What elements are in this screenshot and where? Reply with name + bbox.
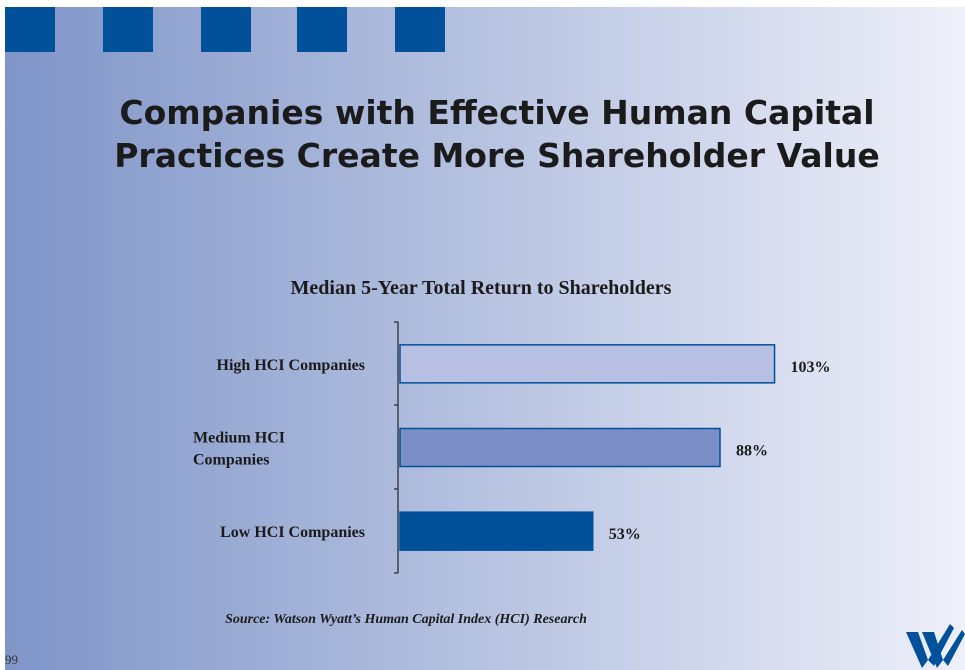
bar — [399, 344, 776, 384]
page-number: 99 — [5, 652, 18, 667]
slide-title: Companies with Effective Human Capital — [119, 93, 874, 132]
bar — [399, 427, 721, 468]
decor-squares — [5, 7, 445, 52]
logo — [906, 624, 965, 668]
value-label: 103% — [791, 359, 831, 376]
value-label: 53% — [609, 526, 641, 543]
source: Source: Watson Wyatt’s Human Capital Ind… — [225, 612, 587, 627]
background — [5, 7, 965, 670]
axis-ticks — [394, 321, 398, 574]
bar — [399, 511, 594, 551]
slide-title: Practices Create More Shareholder Value — [114, 136, 880, 175]
category-label: Low HCI Companies — [220, 524, 365, 541]
value-label: 88% — [736, 443, 768, 460]
category-label: Medium HCI Companies — [193, 430, 285, 469]
category-label: High HCI Companies — [217, 357, 365, 374]
chart-title: Median 5-Year Total Return to Shareholde… — [291, 277, 672, 299]
